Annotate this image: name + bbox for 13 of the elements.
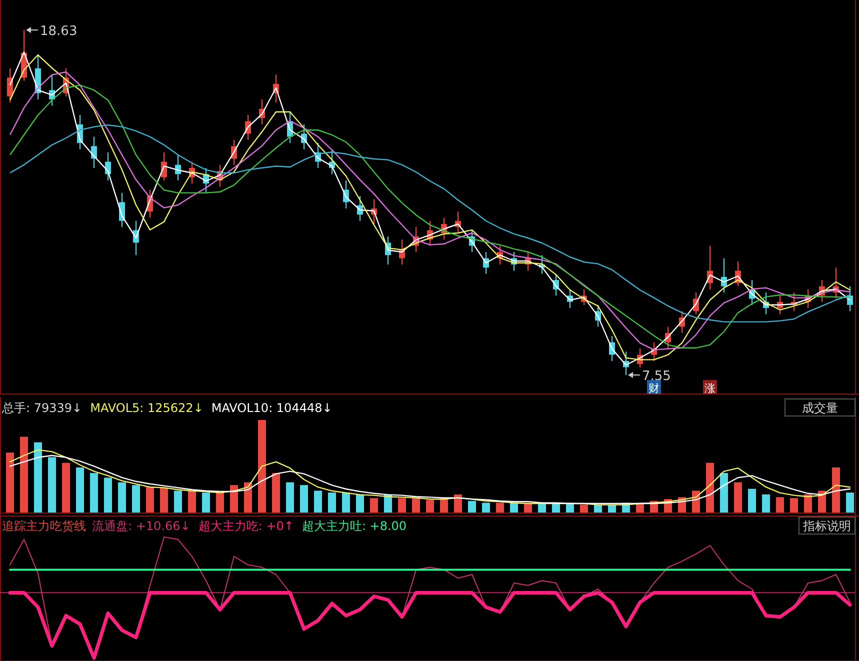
text: MAVOL5: 125622↓ bbox=[90, 401, 204, 415]
text: 指标说明 bbox=[802, 519, 851, 533]
text: 成交量 bbox=[802, 401, 838, 415]
text: MAVOL10: 104448↓ bbox=[211, 401, 332, 415]
text: 超大主力吃: +0↑ bbox=[198, 519, 294, 533]
text: 财 bbox=[648, 382, 660, 395]
text: 总手: 79339↓ bbox=[1, 401, 82, 415]
text: 超大主力吐: +8.00 bbox=[302, 519, 407, 533]
series-label: 流通盘: +10.66↓ bbox=[92, 519, 190, 533]
annotation: 7.55 bbox=[642, 369, 671, 384]
chart-title: 追踪主力吃货线 bbox=[2, 519, 86, 533]
annotation: 18.63 bbox=[40, 24, 78, 39]
text: 涨 bbox=[704, 382, 716, 395]
